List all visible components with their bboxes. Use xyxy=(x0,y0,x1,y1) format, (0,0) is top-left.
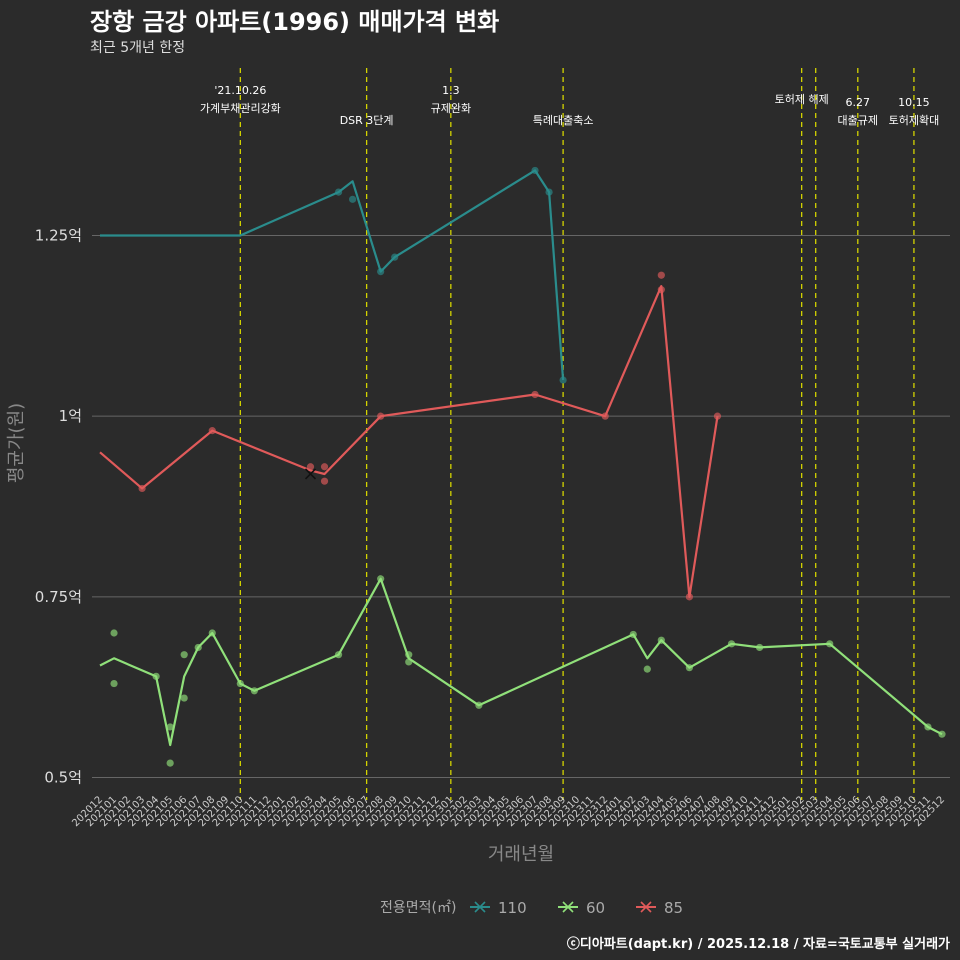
event-label: 대출규제 xyxy=(838,114,878,127)
x-axis-ticks: 2020122021012021022021032021042021052021… xyxy=(70,794,947,829)
data-point-60 xyxy=(643,665,651,673)
data-point-85 xyxy=(601,412,609,420)
data-point-110 xyxy=(334,188,343,196)
data-point-85 xyxy=(657,286,665,294)
data-point-85 xyxy=(208,427,216,435)
event-label: 1.3 xyxy=(442,84,460,97)
caption: ⓒ디아파트(dapt.kr) / 2025.12.18 / 자료=국토교통부 실… xyxy=(567,936,950,952)
data-point-85 xyxy=(713,412,722,420)
data-point-60 xyxy=(180,694,188,702)
data-point-60 xyxy=(194,643,202,652)
data-point-60 xyxy=(629,630,637,639)
y-axis-ticks: 0.5억 0.75억 1억 1.25억 xyxy=(35,226,82,786)
data-point-110 xyxy=(391,253,399,261)
data-point-60 xyxy=(755,643,764,652)
data-point-60 xyxy=(110,679,118,688)
y-tick-label: 1억 xyxy=(59,407,82,425)
series-line-85 xyxy=(99,285,719,598)
legend-title: 전용면적(㎡) xyxy=(380,900,456,916)
series-layer xyxy=(99,166,946,767)
cancelled-mark xyxy=(304,468,317,480)
series-line-110 xyxy=(100,169,565,381)
legend-key-cross-85 xyxy=(640,901,652,913)
legend-label-60: 60 xyxy=(586,899,605,917)
event-label: '21.10.26 xyxy=(214,84,266,97)
chart-title: 장항 금강 아파트(1996) 매매가격 변화 xyxy=(90,8,499,36)
data-point-85 xyxy=(657,271,665,279)
data-point-60 xyxy=(236,679,244,688)
legend-key-cross-60 xyxy=(562,901,574,913)
data-point-60 xyxy=(250,687,258,695)
legend-entries: 110 60 85 xyxy=(470,899,683,917)
data-point-85 xyxy=(531,390,539,399)
series-line-60 xyxy=(99,577,943,747)
data-point-60 xyxy=(657,636,665,644)
event-label: DSR 3단계 xyxy=(340,114,394,127)
data-point-60 xyxy=(110,629,118,637)
data-point-110 xyxy=(531,166,539,175)
data-point-85 xyxy=(685,593,694,601)
legend-label-110: 110 xyxy=(498,899,527,917)
x-axis-title: 거래년월 xyxy=(488,844,554,865)
data-point-60 xyxy=(405,658,413,666)
data-point-85 xyxy=(320,477,329,485)
chart-subtitle: 최근 5개년 한정 xyxy=(90,40,185,56)
event-label: 토허제 해제 xyxy=(775,92,829,106)
data-point-85 xyxy=(306,463,315,471)
y-tick-label: 0.75억 xyxy=(35,588,82,606)
data-point-60 xyxy=(685,664,694,672)
event-label: 규제완화 xyxy=(431,102,471,115)
event-label: 10.15 xyxy=(898,96,930,109)
y-tick-label: 0.5억 xyxy=(44,769,82,787)
data-point-85 xyxy=(320,463,329,471)
data-point-110 xyxy=(377,268,385,276)
data-point-110 xyxy=(559,376,567,384)
event-label: 가계부채관리강화 xyxy=(200,102,281,115)
data-point-60 xyxy=(377,575,385,583)
y-axis-title: 평균가(원) xyxy=(6,403,27,483)
data-point-60 xyxy=(152,672,160,680)
data-point-110 xyxy=(545,188,553,196)
data-point-60 xyxy=(924,723,932,731)
data-point-60 xyxy=(727,640,736,648)
data-point-60 xyxy=(166,723,174,731)
data-point-85 xyxy=(377,412,385,420)
legend-label-85: 85 xyxy=(664,899,683,917)
data-point-60 xyxy=(938,730,946,738)
data-point-60 xyxy=(166,759,174,767)
data-point-110 xyxy=(349,195,357,203)
data-point-85 xyxy=(138,484,146,493)
y-tick-label: 1.25억 xyxy=(35,226,82,244)
data-point-60 xyxy=(334,651,343,659)
data-point-60 xyxy=(826,640,834,648)
event-label: 6.27 xyxy=(846,96,871,109)
data-point-60 xyxy=(405,651,413,659)
legend: 전용면적(㎡) 110 60 85 xyxy=(380,899,683,917)
event-label: 특례대출축소 xyxy=(533,114,594,127)
gridlines xyxy=(92,234,950,779)
data-point-60 xyxy=(208,629,216,637)
data-point-60 xyxy=(180,651,188,659)
data-point-60 xyxy=(475,701,483,709)
event-label: 토허제확대 xyxy=(889,114,940,127)
legend-key-cross-110 xyxy=(474,901,486,913)
